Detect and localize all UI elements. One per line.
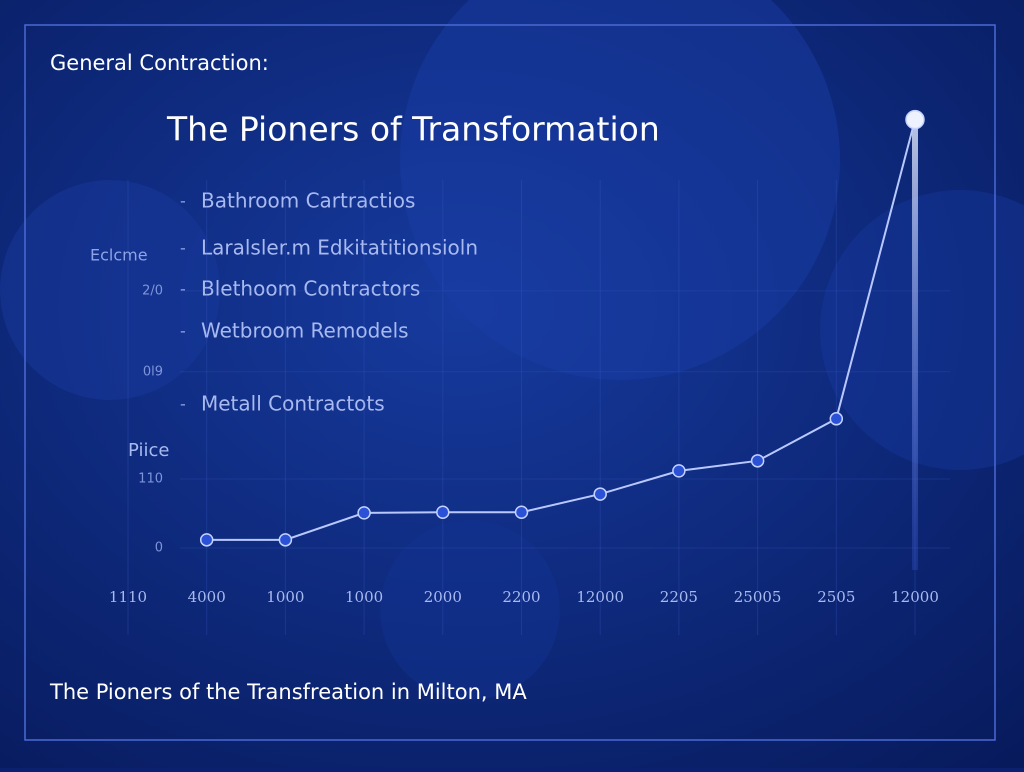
point — [672, 464, 686, 478]
x-tick-label: 2205 — [660, 588, 698, 606]
bg-shape — [380, 520, 560, 700]
list-bullet: - — [180, 322, 186, 341]
point — [436, 505, 450, 520]
point — [357, 506, 371, 520]
line — [206, 119, 916, 541]
x-tick-label: 2200 — [502, 588, 540, 606]
point — [905, 109, 925, 130]
x-tick-label: 12000 — [576, 588, 624, 606]
y-tick-label: 2/0 — [142, 283, 163, 298]
x-tick-label: 4000 — [188, 588, 226, 606]
x-tick-label: 25005 — [734, 588, 782, 606]
x-tick-label: 1000 — [345, 588, 383, 606]
list-bullet: - — [180, 395, 186, 414]
y-tick-label: 0l9 — [143, 364, 163, 379]
point — [199, 533, 214, 547]
list-bullet: - — [180, 239, 186, 258]
frame — [24, 24, 996, 741]
y-label-top: Eclcme — [90, 246, 148, 265]
x-tick-label: 2505 — [817, 588, 855, 606]
list-item: Blethoom Contractors — [201, 277, 420, 301]
x-tick-label: 1000 — [266, 588, 304, 606]
beam — [912, 119, 918, 570]
y-tick-label: 110 — [138, 472, 163, 487]
bg-shape — [400, 0, 840, 380]
list-item: Bathroom Cartractios — [201, 189, 415, 213]
bg-shape — [0, 180, 220, 400]
list-bullet: - — [180, 280, 186, 299]
footer: The Pioners of the Transfreation in Milt… — [49, 680, 527, 704]
point — [278, 533, 293, 547]
list-item: Metall Contractots — [201, 392, 385, 416]
point — [750, 454, 765, 468]
x-tick-label: 2000 — [424, 588, 462, 606]
bg-shape — [820, 190, 1024, 470]
list-bullet: - — [180, 192, 186, 211]
point — [514, 505, 529, 520]
chart-title: The Pioners of Transformation — [166, 110, 660, 149]
y-tick-label: 0 — [155, 541, 163, 556]
list-item: Wetbroom Remodels — [201, 319, 409, 343]
x-tick-label: 12000 — [891, 588, 939, 606]
point — [829, 412, 844, 426]
list-item: Laralsler.m Edkitatitionsioln — [201, 236, 478, 260]
point — [593, 487, 607, 501]
x-tick-label: 1110 — [109, 588, 147, 606]
y-label: Piice — [128, 440, 169, 461]
header: General Contraction: — [50, 51, 269, 75]
